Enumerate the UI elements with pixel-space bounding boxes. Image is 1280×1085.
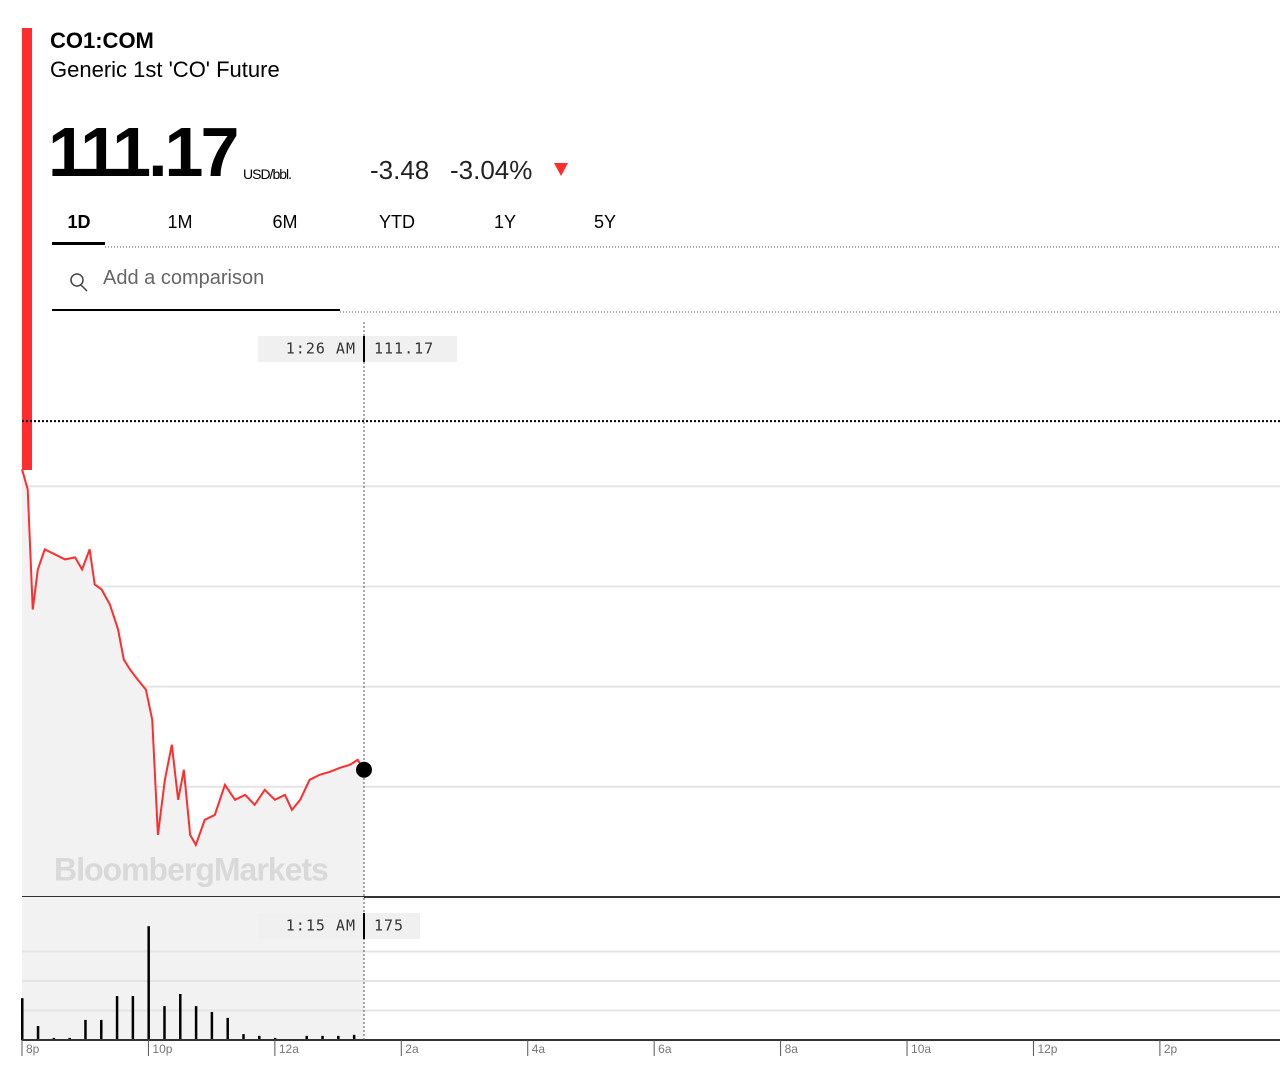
volume-bar [210, 1011, 214, 1040]
x-tick-label: 6a [658, 1042, 672, 1056]
range-tab[interactable]: 1D [67, 212, 91, 232]
price-area [22, 469, 364, 897]
x-tick-label: 2a [405, 1042, 419, 1056]
x-tick-label: 2p [1164, 1042, 1178, 1056]
volume-bar [352, 1034, 356, 1040]
volume-bar [337, 1035, 340, 1040]
x-tick-label: 8p [26, 1042, 40, 1056]
x-tick-label: 4a [532, 1042, 546, 1056]
active-tab-underline [52, 242, 105, 245]
volume-bar [273, 1037, 277, 1040]
volume-bar [258, 1035, 261, 1040]
volume-bar [115, 996, 119, 1040]
symbol: CO1:COM [50, 28, 154, 53]
change: -3.48 [370, 155, 430, 185]
search-input[interactable]: Add a comparison [103, 267, 265, 289]
x-tick-label: 12a [279, 1042, 299, 1056]
down-arrow [554, 163, 568, 176]
crosshair-value: 111.17 [374, 340, 434, 358]
range-tab[interactable]: 1M [167, 212, 193, 232]
volume-bar [179, 994, 182, 1040]
volume-bar [147, 926, 150, 1040]
volume-bar [305, 1035, 308, 1040]
crosshair-box [258, 913, 420, 939]
volume-bar [226, 1017, 229, 1040]
crosshair-value: 175 [374, 917, 404, 935]
volume-bar [36, 1025, 40, 1040]
price-line [21, 468, 365, 848]
volume-bar [21, 998, 24, 1040]
crosshair-time: 1:15 AM [286, 917, 356, 935]
volume-bar [84, 1019, 87, 1040]
range-tab[interactable]: 6M [272, 212, 298, 232]
volume-bar [100, 1019, 103, 1040]
range-tab[interactable]: YTD [379, 212, 415, 232]
watermark: BloombergMarkets [54, 851, 328, 887]
crosshair-box [258, 336, 457, 362]
volume-bar [52, 1037, 56, 1040]
accent-bar [22, 28, 32, 470]
range-tab[interactable]: 5Y [593, 212, 617, 232]
volume-bar [242, 1034, 245, 1040]
volume-bar [131, 996, 135, 1040]
search-icon [70, 273, 88, 292]
change-percent: -3.04% [450, 155, 533, 185]
crosshair-time: 1:26 AM [286, 340, 356, 358]
volume-bar [321, 1035, 324, 1040]
x-tick-label: 8a [785, 1042, 799, 1056]
x-tick-label: 12p [1037, 1042, 1057, 1056]
price: 111.17 [48, 113, 239, 191]
x-tick-label: 10a [911, 1042, 931, 1056]
instrument-name: Generic 1st 'CO' Future [50, 57, 280, 82]
volume-bar [68, 1037, 71, 1040]
volume-bar [194, 1006, 198, 1040]
x-tick-label: 10p [152, 1042, 172, 1056]
volume-bar [163, 1006, 166, 1040]
unit: USD/bbl. [243, 166, 292, 182]
range-tab[interactable]: 1Y [493, 212, 517, 232]
last-point [355, 761, 372, 778]
